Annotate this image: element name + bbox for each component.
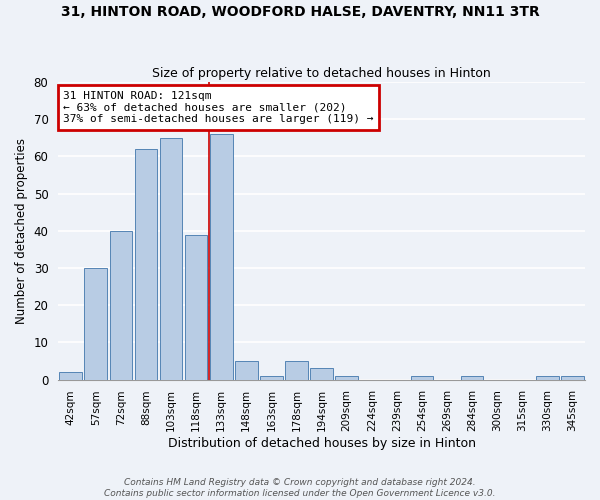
X-axis label: Distribution of detached houses by size in Hinton: Distribution of detached houses by size … xyxy=(167,437,476,450)
Bar xyxy=(410,376,433,380)
Title: Size of property relative to detached houses in Hinton: Size of property relative to detached ho… xyxy=(152,66,491,80)
Bar xyxy=(561,376,584,380)
Bar xyxy=(185,234,208,380)
Bar xyxy=(260,376,283,380)
Text: 31, HINTON ROAD, WOODFORD HALSE, DAVENTRY, NN11 3TR: 31, HINTON ROAD, WOODFORD HALSE, DAVENTR… xyxy=(61,5,539,19)
Text: 31 HINTON ROAD: 121sqm
← 63% of detached houses are smaller (202)
37% of semi-de: 31 HINTON ROAD: 121sqm ← 63% of detached… xyxy=(64,91,374,124)
Bar xyxy=(310,368,333,380)
Bar xyxy=(134,149,157,380)
Bar xyxy=(461,376,484,380)
Bar xyxy=(110,231,132,380)
Bar xyxy=(160,138,182,380)
Text: Contains HM Land Registry data © Crown copyright and database right 2024.
Contai: Contains HM Land Registry data © Crown c… xyxy=(104,478,496,498)
Bar xyxy=(210,134,233,380)
Bar xyxy=(85,268,107,380)
Bar xyxy=(285,361,308,380)
Bar xyxy=(235,361,257,380)
Bar xyxy=(335,376,358,380)
Bar xyxy=(59,372,82,380)
Y-axis label: Number of detached properties: Number of detached properties xyxy=(15,138,28,324)
Bar xyxy=(536,376,559,380)
